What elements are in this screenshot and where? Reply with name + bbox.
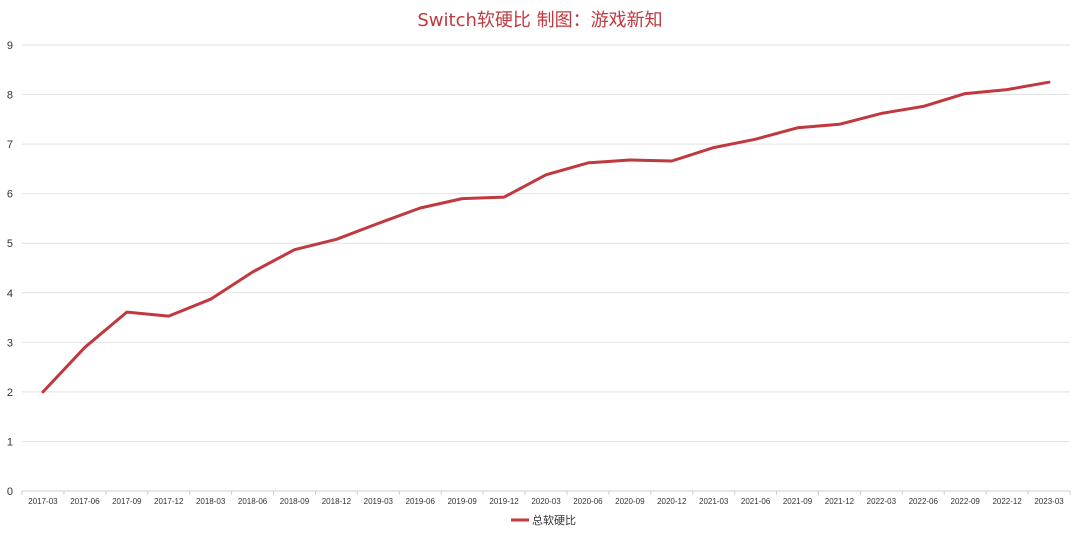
x-tick-label-2020-12: 2020-12 [657, 497, 687, 506]
x-tick-label-2021-12: 2021-12 [825, 497, 855, 506]
series-line-0 [41, 80, 1051, 394]
gridlines [22, 44, 1070, 442]
y-tick-label-0: 0 [7, 486, 13, 498]
x-tick-label-2017-12: 2017-12 [154, 497, 184, 506]
series-lines [41, 80, 1051, 394]
y-axis-tick-labels: 0 1 2 3 4 5 6 7 8 9 [7, 40, 13, 498]
axes [21, 490, 1071, 495]
x-tick-label-2018-06: 2018-06 [238, 497, 268, 506]
x-tick-label-2020-03: 2020-03 [531, 497, 561, 506]
y-tick-label-7: 7 [7, 139, 13, 151]
x-tick-label-2018-03: 2018-03 [196, 497, 226, 506]
x-tick-label-2019-06: 2019-06 [406, 497, 436, 506]
x-tick-label-2021-09: 2021-09 [783, 497, 813, 506]
x-tick-label-2018-12: 2018-12 [322, 497, 352, 506]
x-tick-label-2022-09: 2022-09 [951, 497, 981, 506]
y-tick-label-4: 4 [7, 288, 13, 300]
legend-label: 总软硬比 [532, 513, 576, 527]
legend: 总软硬比 [511, 513, 576, 527]
x-tick-label-2022-06: 2022-06 [909, 497, 939, 506]
chart-title: Switch软硬比 制图：游戏新知 [417, 10, 662, 31]
y-tick-label-5: 5 [7, 238, 13, 250]
x-tick-label-2021-06: 2021-06 [741, 497, 771, 506]
y-tick-label-1: 1 [7, 436, 13, 448]
y-tick-label-6: 6 [7, 189, 13, 201]
x-tick-label-2020-09: 2020-09 [615, 497, 645, 506]
y-tick-label-3: 3 [7, 337, 13, 349]
x-tick-label-2017-03: 2017-03 [28, 497, 58, 506]
y-tick-label-2: 2 [7, 387, 13, 399]
x-tick-label-2021-03: 2021-03 [699, 497, 729, 506]
x-tick-label-2018-09: 2018-09 [280, 497, 310, 506]
x-tick-label-2022-12: 2022-12 [992, 497, 1022, 506]
x-tick-label-2020-06: 2020-06 [573, 497, 603, 506]
x-tick-label-2022-03: 2022-03 [867, 497, 897, 506]
x-tick-label-2019-12: 2019-12 [489, 497, 519, 506]
x-axis-tick-labels: 2017-03 2017-06 2017-09 2017-12 2018-03 2018-… [28, 497, 1064, 506]
x-tick-label-2017-09: 2017-09 [112, 497, 142, 506]
x-tick-label-2019-03: 2019-03 [364, 497, 394, 506]
x-tick-label-2019-09: 2019-09 [447, 497, 477, 506]
y-tick-label-8: 8 [7, 90, 13, 102]
y-tick-label-9: 9 [7, 40, 13, 52]
x-tick-label-2023-03: 2023-03 [1034, 497, 1064, 506]
x-tick-label-2017-06: 2017-06 [70, 497, 100, 506]
